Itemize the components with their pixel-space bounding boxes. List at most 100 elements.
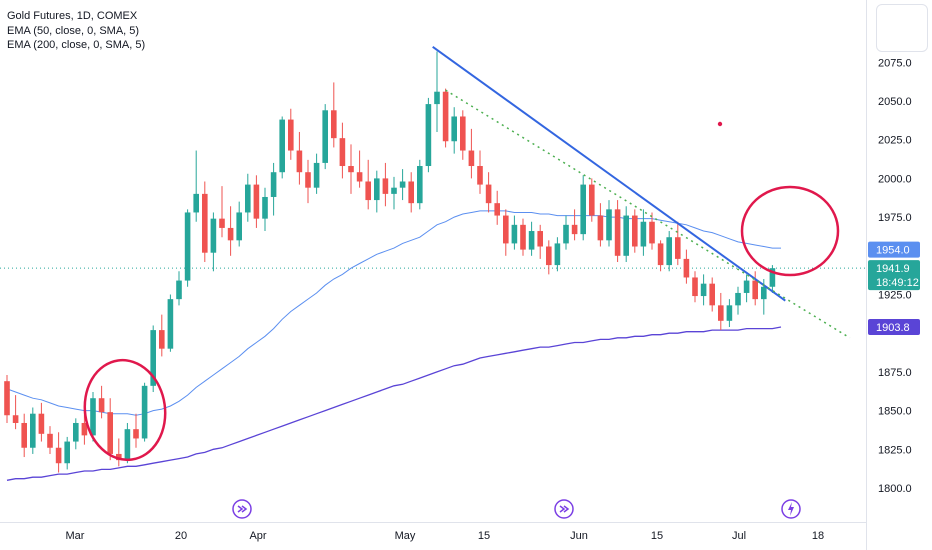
candle-body — [632, 215, 638, 247]
candle-body — [399, 181, 406, 188]
candle — [184, 209, 191, 287]
ema200-price-label-text: 1903.8 — [876, 322, 910, 334]
earnings-icon[interactable] — [232, 499, 252, 519]
candle-body — [546, 246, 552, 266]
candle-body — [236, 212, 242, 241]
candle — [718, 292, 724, 331]
x-tick-label: 20 — [175, 530, 187, 542]
candle-body — [666, 237, 672, 266]
candle-body — [288, 119, 294, 151]
legend: Gold Futures, 1D, COMEX EMA (50, close, … — [7, 9, 145, 53]
candle-body — [528, 231, 535, 250]
event-markers[interactable] — [232, 499, 801, 519]
candle — [460, 110, 466, 160]
price-labels: 1954.0 1941.9 18:49:12 1903.8 — [868, 241, 920, 336]
candle-body — [313, 162, 320, 188]
candle-body — [73, 422, 79, 442]
y-tick-label: 2025.0 — [878, 135, 912, 147]
candle — [21, 413, 27, 458]
candle — [417, 159, 423, 210]
marker-dot — [717, 121, 723, 127]
candle — [339, 122, 346, 179]
candle-body — [537, 231, 543, 247]
candle — [253, 175, 260, 228]
candle-body — [4, 381, 10, 416]
candle — [675, 221, 681, 266]
candle — [305, 159, 311, 204]
candle — [38, 402, 45, 442]
trendline[interactable] — [432, 46, 786, 302]
legend-ema50: EMA (50, close, 0, SMA, 5) — [7, 24, 140, 37]
candle — [623, 206, 629, 262]
countdown-text: 18:49:12 — [876, 277, 919, 289]
x-tick-label: 18 — [812, 530, 824, 542]
candle — [124, 422, 131, 464]
candle — [227, 206, 234, 256]
ema50-price-label-text: 1954.0 — [876, 245, 910, 257]
candle-body — [365, 181, 371, 201]
chart-settings-box[interactable] — [876, 4, 928, 52]
candle — [640, 209, 647, 256]
x-tick-label: 15 — [651, 530, 663, 542]
time-axis[interactable]: Mar 20 Apr May 15 Jun 15 Jul 18 — [66, 530, 825, 542]
candle — [356, 150, 363, 188]
candle-body — [554, 243, 561, 266]
candle — [374, 170, 380, 213]
candle-body — [322, 110, 328, 163]
x-tick-label: Jun — [570, 530, 588, 542]
candle — [288, 108, 294, 160]
y-tick-label: 1875.0 — [878, 367, 912, 379]
earnings-icon[interactable] — [554, 499, 574, 519]
candle-body — [107, 412, 113, 454]
candle — [597, 203, 604, 247]
candle — [331, 82, 337, 148]
y-tick-label: 2050.0 — [878, 96, 912, 108]
candle — [391, 176, 397, 210]
candle — [382, 162, 389, 207]
candle — [365, 159, 371, 210]
flash-icon[interactable] — [781, 499, 801, 519]
candle-body — [270, 172, 277, 197]
candle — [477, 150, 483, 194]
candle-body — [305, 172, 311, 188]
candle-body — [434, 91, 440, 105]
candle-body — [150, 330, 156, 386]
y-tick-label: 2075.0 — [878, 57, 912, 69]
candle — [408, 172, 414, 213]
candle — [666, 231, 672, 272]
dotted-trendline[interactable] — [445, 89, 851, 339]
candle-body — [193, 193, 199, 213]
candle-body — [494, 203, 500, 216]
candle — [30, 407, 36, 454]
candle — [202, 181, 208, 262]
candle — [47, 426, 53, 454]
candle — [219, 186, 225, 238]
y-tick-label: 1800.0 — [878, 483, 912, 495]
highlight-circle-right[interactable] — [740, 185, 840, 277]
candle-body — [657, 243, 664, 266]
candle-body — [12, 415, 19, 423]
candle-body — [38, 413, 45, 434]
price-axis[interactable]: 1800.0 1825.0 1850.0 1875.0 1925.0 1975.0 2000… — [878, 57, 912, 495]
x-tick-label: Mar — [66, 530, 85, 542]
candle — [614, 200, 621, 262]
candle-body — [159, 330, 165, 349]
candle — [90, 392, 96, 442]
candle — [606, 200, 612, 247]
candle — [12, 395, 19, 430]
candle — [451, 107, 457, 154]
candle — [657, 240, 664, 272]
candle — [769, 265, 776, 293]
candle-body — [55, 447, 62, 464]
candle — [425, 97, 432, 173]
y-tick-label: 1850.0 — [878, 406, 912, 418]
candle-body — [571, 224, 578, 235]
candle-body — [503, 215, 509, 244]
candle — [649, 212, 655, 250]
candle — [700, 274, 707, 306]
highlight-circle-left[interactable] — [78, 355, 171, 465]
legend-ema200: EMA (200, close, 0, SMA, 5) — [7, 39, 146, 51]
price-axis-divider — [866, 0, 867, 550]
time-axis-divider — [0, 522, 866, 523]
